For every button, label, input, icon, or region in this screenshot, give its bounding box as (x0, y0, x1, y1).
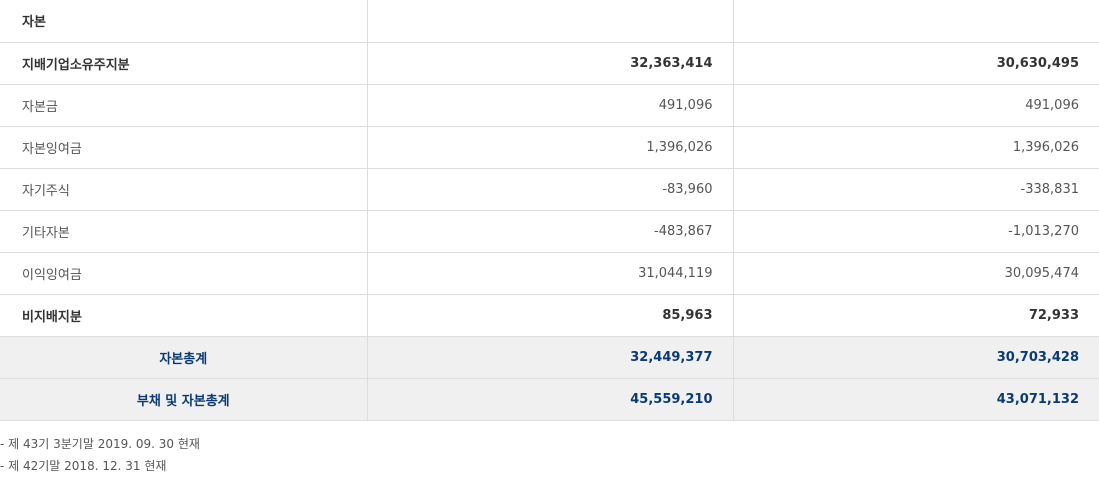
value-current: 85,963 (366, 294, 733, 337)
period-note-prior: - 제 42기말 2018. 12. 31 현재 (0, 458, 167, 473)
row-label: 비지배지분 (0, 294, 367, 337)
row-label: 기타자본 (0, 210, 367, 253)
value-current (366, 0, 733, 43)
value-prior: 43,071,132 (732, 378, 1099, 421)
value-prior: 491,096 (732, 84, 1099, 127)
row-label: 자본 (0, 0, 367, 43)
value-prior: -338,831 (732, 168, 1099, 211)
table-row: 이익잉여금 31,044,119 30,095,474 (0, 252, 1099, 295)
balance-sheet-table: 자본 지배기업소유주지분 32,363,414 30,630,495 자본금 491,09… (0, 0, 1099, 421)
value-current: 32,449,377 (366, 336, 733, 379)
table-row: 지배기업소유주지분 32,363,414 30,630,495 (0, 42, 1099, 85)
table-row: 자본잉여금 1,396,026 1,396,026 (0, 126, 1099, 169)
value-prior: 1,396,026 (732, 126, 1099, 169)
value-current: 31,044,119 (366, 252, 733, 295)
value-current: 32,363,414 (366, 42, 733, 85)
value-current: 1,396,026 (366, 126, 733, 169)
value-prior: -1,013,270 (732, 210, 1099, 253)
value-current: 491,096 (366, 84, 733, 127)
balance-sheet-body: 자본 지배기업소유주지분 32,363,414 30,630,495 자본금 491,09… (0, 0, 1099, 421)
table-row: 자기주식 -83,960 -338,831 (0, 168, 1099, 211)
row-label: 부채 및 자본총계 (0, 378, 367, 421)
table-row: 자본금 491,096 491,096 (0, 84, 1099, 127)
value-prior: 72,933 (732, 294, 1099, 337)
row-label: 자본금 (0, 84, 367, 127)
value-prior: 30,630,495 (732, 42, 1099, 85)
table-row: 부채 및 자본총계 45,559,210 43,071,132 (0, 378, 1099, 421)
period-notes: - 제 43기 3분기말 2019. 09. 30 현재 - 제 42기말 20… (0, 433, 1099, 477)
period-note-current: - 제 43기 3분기말 2019. 09. 30 현재 (0, 436, 200, 451)
row-label: 이익잉여금 (0, 252, 367, 295)
value-prior (732, 0, 1099, 43)
value-current: 45,559,210 (366, 378, 733, 421)
row-label: 자본잉여금 (0, 126, 367, 169)
value-current: -483,867 (366, 210, 733, 253)
table-row: 비지배지분 85,963 72,933 (0, 294, 1099, 337)
table-row: 기타자본 -483,867 -1,013,270 (0, 210, 1099, 253)
row-label: 지배기업소유주지분 (0, 42, 367, 85)
value-prior: 30,703,428 (732, 336, 1099, 379)
row-label: 자본총계 (0, 336, 367, 379)
table-row: 자본 (0, 0, 1099, 43)
table-row: 자본총계 32,449,377 30,703,428 (0, 336, 1099, 379)
value-current: -83,960 (366, 168, 733, 211)
row-label: 자기주식 (0, 168, 367, 211)
value-prior: 30,095,474 (732, 252, 1099, 295)
